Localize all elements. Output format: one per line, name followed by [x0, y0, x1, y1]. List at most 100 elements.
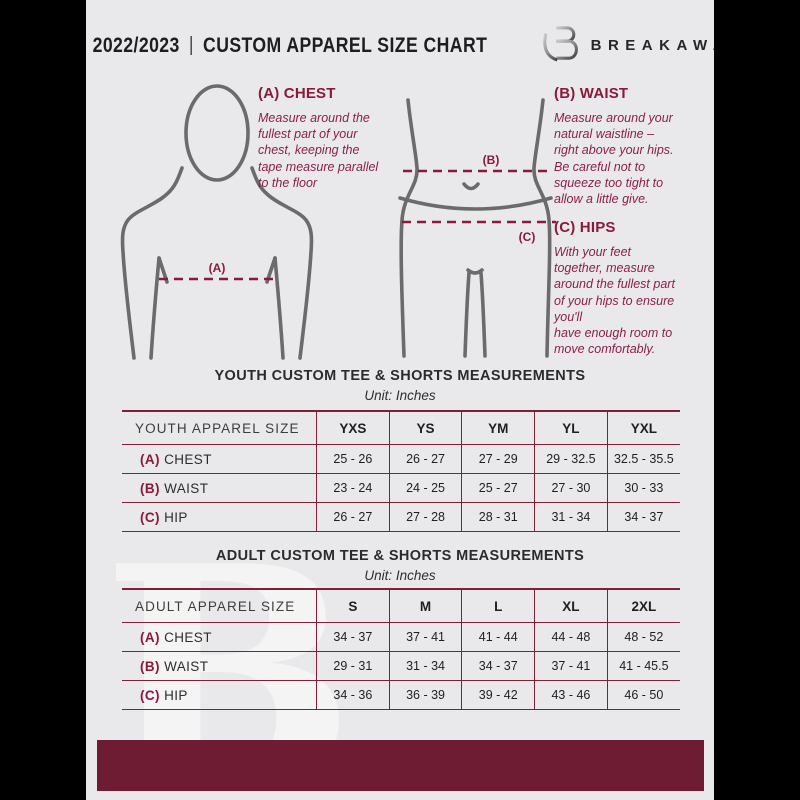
size-column-header: M: [388, 589, 462, 623]
size-column-header: YL: [534, 411, 608, 445]
measurement-row: (C) HIP 26 - 27 27 - 28 28 - 31 31 - 34 34 - …: [122, 502, 680, 532]
chest-marker-label: (A): [209, 261, 226, 275]
measurement-value-cell: 30 - 33: [606, 473, 680, 503]
measurement-value-cell: 41 - 45.5: [606, 651, 680, 681]
measurement-value-cell: 23 - 24: [316, 473, 390, 503]
measurement-value-cell: 25 - 27: [461, 473, 535, 503]
measurement-value-cell: 34 - 37: [461, 651, 535, 681]
size-column-header: XL: [534, 589, 608, 623]
measurement-value-cell: 31 - 34: [388, 651, 462, 681]
size-column-header: L: [461, 589, 535, 623]
youth-section-title: YOUTH CUSTOM TEE & SHORTS MEASUREMENTS: [214, 368, 586, 384]
header-title-group: 2022/2023 | CUSTOM APPAREL SIZE CHART: [92, 34, 487, 58]
size-column-header: YXS: [316, 411, 390, 445]
measurement-row: (B) WAIST 29 - 31 31 - 34 34 - 37 37 - 41 41 …: [122, 651, 680, 681]
lower-body-figure: (B) (C): [390, 74, 562, 367]
measurement-value-cell: 34 - 36: [316, 680, 390, 710]
header-divider: |: [188, 34, 194, 56]
row-label: HIP: [159, 687, 188, 703]
measurement-label-cell: (A) CHEST: [122, 623, 317, 652]
size-column-header: YS: [388, 411, 462, 445]
adult-section-unit: Unit: Inches: [364, 568, 436, 583]
measurement-row: (B) WAIST 23 - 24 24 - 25 25 - 27 27 - 30 30 …: [122, 473, 680, 503]
measurement-label-cell: (C) HIP: [122, 681, 317, 710]
youth-section-unit: Unit: Inches: [364, 388, 436, 403]
measurement-value-cell: 34 - 37: [316, 622, 390, 652]
measurement-label-cell: (B) WAIST: [122, 474, 317, 503]
chest-guide-text: Measure around the fullest part of your …: [258, 111, 379, 190]
adult-section-title: ADULT CUSTOM TEE & SHORTS MEASUREMENTS: [215, 548, 585, 564]
waist-guide-heading: (B) WAIST: [554, 85, 629, 102]
measurement-value-cell: 28 - 31: [461, 502, 535, 532]
apparel-size-header-cell: ADULT APPAREL SIZE: [135, 598, 296, 614]
hips-guide-text: With your feet together, measure around …: [554, 245, 675, 357]
season-label: 2022/2023: [92, 33, 180, 57]
measurement-value-cell: 27 - 29: [461, 444, 535, 474]
size-column-header: S: [316, 589, 390, 623]
hips-guide-heading: (C) HIPS: [554, 219, 616, 236]
measurement-value-cell: 43 - 46: [534, 680, 608, 710]
youth-size-table: YOUTH APPAREL SIZE YXS YS YM YL YXL (A) CHEST 2…: [122, 410, 680, 532]
head-outline: [184, 84, 250, 182]
measurement-value-cell: 44 - 48: [534, 622, 608, 652]
measurement-label-cell: (B) WAIST: [122, 652, 317, 681]
measurement-value-cell: 31 - 34: [534, 502, 608, 532]
row-letter: (B): [140, 658, 160, 674]
chest-guide-heading: (A) CHEST: [258, 85, 336, 102]
brand-lockup: BREAKAWAY: [541, 22, 714, 69]
measurement-value-cell: 27 - 28: [388, 502, 462, 532]
row-letter: (C): [140, 509, 160, 525]
brand-name: BREAKAWAY: [590, 37, 714, 54]
measurement-value-cell: 27 - 30: [534, 473, 608, 503]
row-label: CHEST: [159, 629, 212, 645]
row-letter: (B): [140, 480, 160, 496]
size-column-header: YXL: [606, 411, 680, 445]
measurement-value-cell: 29 - 31: [316, 651, 390, 681]
measurement-value-cell: 32.5 - 35.5: [606, 444, 680, 474]
measurement-label-cell: (A) CHEST: [122, 445, 317, 474]
apparel-size-header-cell: YOUTH APPAREL SIZE: [135, 420, 300, 436]
row-label: CHEST: [159, 451, 212, 467]
measurement-value-cell: 39 - 42: [461, 680, 535, 710]
measurement-value-cell: 34 - 37: [606, 502, 680, 532]
measurement-value-cell: 36 - 39: [388, 680, 462, 710]
measurement-label-cell: (C) HIP: [122, 503, 317, 532]
size-column-header: 2XL: [606, 589, 680, 623]
hips-guide: (C) HIPS With your feet together, measur…: [554, 219, 710, 357]
row-label: HIP: [159, 509, 188, 525]
measurement-value-cell: 29 - 32.5: [534, 444, 608, 474]
page-header: 2022/2023 | CUSTOM APPAREL SIZE CHART: [86, 22, 714, 69]
row-letter: (C): [140, 687, 160, 703]
watermark-letter: B: [102, 542, 356, 740]
waist-guide-text: Measure around your natural waistline – …: [554, 111, 674, 207]
measurement-row: (C) HIP 34 - 36 36 - 39 39 - 42 43 - 46 46 - …: [122, 680, 680, 710]
measurement-value-cell: 41 - 44: [461, 622, 535, 652]
measurement-value-cell: 25 - 26: [316, 444, 390, 474]
measurement-value-cell: 37 - 41: [534, 651, 608, 681]
watermark-container: B: [102, 542, 452, 740]
page-title: CUSTOM APPAREL SIZE CHART: [202, 33, 488, 57]
measurement-row: (A) CHEST 25 - 26 26 - 27 27 - 29 29 - 32.5 3…: [122, 444, 680, 474]
measurement-value-cell: 26 - 27: [388, 444, 462, 474]
measurement-value-cell: 37 - 41: [388, 622, 462, 652]
row-letter: (A): [140, 451, 160, 467]
table-header-row: ADULT APPAREL SIZE S M L XL 2XL: [122, 589, 680, 623]
footer-accent-bar: [97, 740, 704, 791]
measurement-value-cell: 46 - 50: [606, 680, 680, 710]
measurement-row: (A) CHEST 34 - 37 37 - 41 41 - 44 44 - 48 48 …: [122, 622, 680, 652]
adult-size-table: ADULT APPAREL SIZE S M L XL 2XL (A) CHEST 34 - …: [122, 588, 680, 710]
size-chart-page: 2022/2023 | CUSTOM APPAREL SIZE CHART: [86, 0, 714, 800]
chest-guide: (A) CHEST Measure around the fullest par…: [258, 85, 404, 191]
measurement-value-cell: 24 - 25: [388, 473, 462, 503]
measurement-value-cell: 26 - 27: [316, 502, 390, 532]
row-letter: (A): [140, 629, 160, 645]
size-column-header: YM: [461, 411, 535, 445]
waist-marker-label: (B): [483, 153, 500, 167]
hip-marker-label: (C): [519, 230, 536, 244]
row-label: WAIST: [159, 658, 209, 674]
waist-guide: (B) WAIST Measure around your natural wa…: [554, 85, 706, 207]
measurement-value-cell: 48 - 52: [606, 622, 680, 652]
breakaway-logo-icon: [541, 22, 579, 69]
row-label: WAIST: [159, 480, 209, 496]
table-header-row: YOUTH APPAREL SIZE YXS YS YM YL YXL: [122, 411, 680, 445]
